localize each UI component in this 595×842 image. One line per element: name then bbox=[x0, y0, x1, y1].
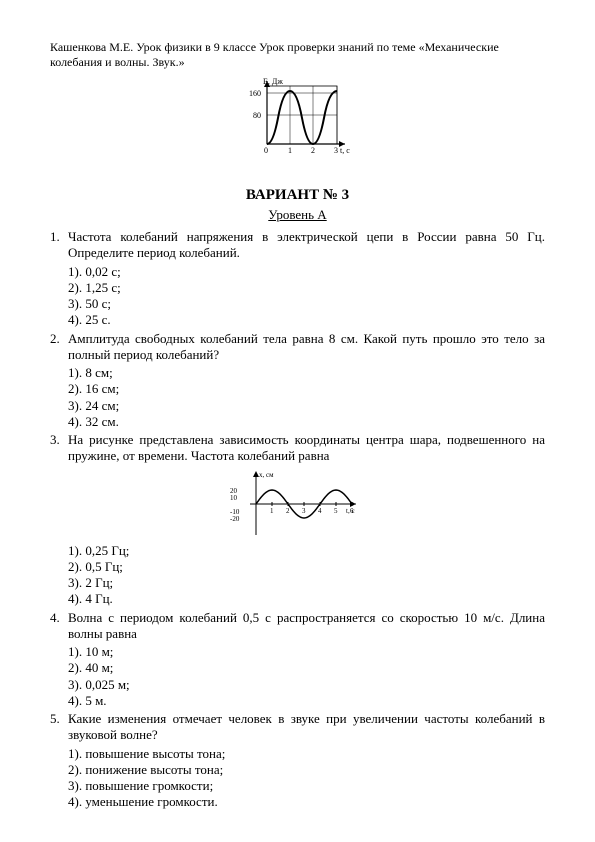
options: 1). 10 м;2). 40 м;3). 0,025 м;4). 5 м. bbox=[68, 644, 545, 709]
option: 3). 0,025 м; bbox=[68, 677, 545, 693]
question: 4.Волна с периодом колебаний 0,5 с распр… bbox=[50, 610, 545, 643]
svg-text:x, см: x, см bbox=[259, 471, 274, 479]
option: 1). 0,02 с; bbox=[68, 264, 545, 280]
question: 5.Какие изменения отмечает человек в зву… bbox=[50, 711, 545, 744]
options: 1). повышение высоты тона;2). понижение … bbox=[68, 746, 545, 811]
svg-text:t, с: t, с bbox=[346, 507, 355, 515]
option: 4). уменьшение громкости. bbox=[68, 794, 545, 810]
options: 1). 0,02 с;2). 1,25 с;3). 50 с;4). 25 с. bbox=[68, 264, 545, 329]
displacement-chart: 123456-20-101020x, смt, с bbox=[228, 469, 368, 539]
question-text: Волна с периодом колебаний 0,5 с распрос… bbox=[68, 610, 545, 643]
variant-title: ВАРИАНТ № 3 bbox=[50, 186, 545, 205]
options: 1). 0,25 Гц;2). 0,5 Гц;3). 2 Гц;4). 4 Гц… bbox=[68, 543, 545, 608]
option: 3). 2 Гц; bbox=[68, 575, 545, 591]
svg-text:20: 20 bbox=[230, 487, 238, 495]
chart1-xtick-0: 0 bbox=[264, 146, 268, 155]
chart1-xtick-3: 3 bbox=[334, 146, 338, 155]
chart1-xlabel: t, с bbox=[340, 146, 350, 155]
options: 1). 8 см;2). 16 см;3). 24 см;4). 32 см. bbox=[68, 365, 545, 430]
svg-text:-20: -20 bbox=[230, 515, 240, 523]
option: 3). 50 с; bbox=[68, 296, 545, 312]
question: 1.Частота колебаний напряжения в электри… bbox=[50, 229, 545, 262]
option: 1). повышение высоты тона; bbox=[68, 746, 545, 762]
svg-text:1: 1 bbox=[270, 507, 274, 515]
document-header: Кашенкова М.Е. Урок физики в 9 классе Ур… bbox=[50, 40, 545, 70]
svg-text:-10: -10 bbox=[230, 508, 240, 516]
svg-text:10: 10 bbox=[230, 494, 238, 502]
option: 2). 1,25 с; bbox=[68, 280, 545, 296]
level-label: Уровень А bbox=[50, 207, 545, 223]
option: 2). 0,5 Гц; bbox=[68, 559, 545, 575]
question-text: Амплитуда свободных колебаний тела равна… bbox=[68, 331, 545, 364]
chart1-xtick-1: 1 bbox=[288, 146, 292, 155]
option: 4). 4 Гц. bbox=[68, 591, 545, 607]
question: 3.На рисунке представлена зависимость ко… bbox=[50, 432, 545, 465]
option: 2). понижение высоты тона; bbox=[68, 762, 545, 778]
question-number: 2. bbox=[50, 331, 68, 364]
option: 2). 40 м; bbox=[68, 660, 545, 676]
svg-text:3: 3 bbox=[302, 507, 306, 515]
option: 4). 25 с. bbox=[68, 312, 545, 328]
option: 1). 8 см; bbox=[68, 365, 545, 381]
svg-text:5: 5 bbox=[334, 507, 338, 515]
option: 3). повышение громкости; bbox=[68, 778, 545, 794]
chart1-ylabel: E, Дж bbox=[263, 78, 283, 86]
chart1-ytick-80: 80 bbox=[253, 111, 261, 120]
option: 1). 10 м; bbox=[68, 644, 545, 660]
svg-text:4: 4 bbox=[318, 507, 322, 515]
chart1-ytick-160: 160 bbox=[249, 89, 261, 98]
question-text: Частота колебаний напряжения в электриче… bbox=[68, 229, 545, 262]
question-number: 3. bbox=[50, 432, 68, 465]
question-number: 1. bbox=[50, 229, 68, 262]
question: 2.Амплитуда свободных колебаний тела рав… bbox=[50, 331, 545, 364]
question-number: 5. bbox=[50, 711, 68, 744]
option: 4). 5 м. bbox=[68, 693, 545, 709]
energy-chart: 80 160 0 1 2 3 E, Дж t, с bbox=[245, 78, 350, 158]
question-text: На рисунке представлена зависимость коор… bbox=[68, 432, 545, 465]
svg-text:2: 2 bbox=[286, 507, 290, 515]
option: 3). 24 см; bbox=[68, 398, 545, 414]
option: 1). 0,25 Гц; bbox=[68, 543, 545, 559]
question-number: 4. bbox=[50, 610, 68, 643]
chart1-xtick-2: 2 bbox=[311, 146, 315, 155]
option: 2). 16 см; bbox=[68, 381, 545, 397]
option: 4). 32 см. bbox=[68, 414, 545, 430]
question-text: Какие изменения отмечает человек в звуке… bbox=[68, 711, 545, 744]
